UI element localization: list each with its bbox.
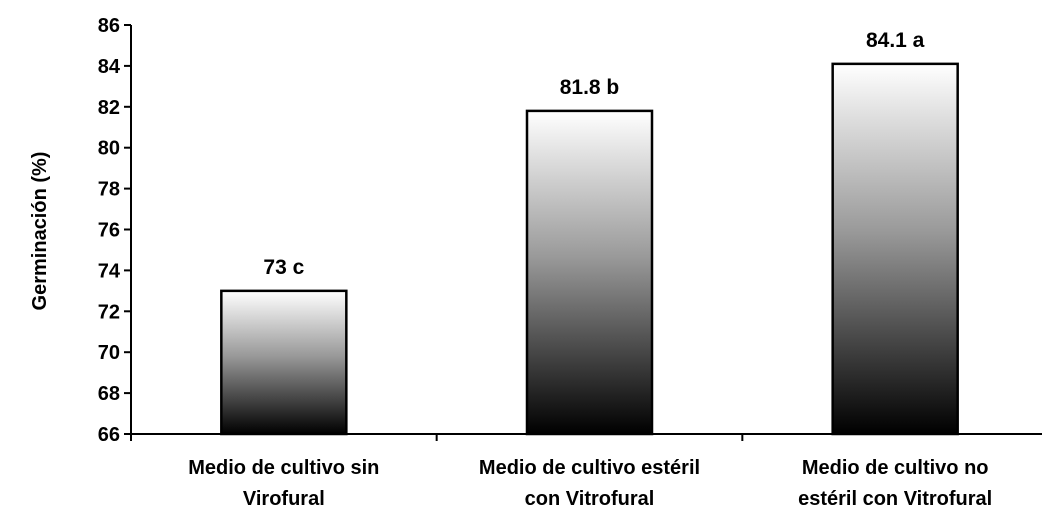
data-label: 84.1 a [866, 29, 925, 52]
y-tick-label: 74 [98, 260, 121, 282]
y-tick-label: 82 [98, 97, 120, 119]
data-label: 73 c [263, 256, 304, 279]
bars [220, 62, 959, 436]
data-label: 81.8 b [560, 76, 620, 99]
category-label: estéril con Vitrofural [798, 488, 992, 510]
y-tick-label: 66 [98, 424, 120, 446]
category-label: Virofural [243, 488, 325, 510]
y-tick-label: 68 [98, 383, 120, 405]
bar [220, 289, 348, 436]
y-tick-label: 84 [98, 56, 121, 78]
category-label: con Vitrofural [525, 488, 655, 510]
y-tick-label: 78 [98, 179, 120, 201]
y-tick-label: 80 [98, 138, 120, 160]
bar [831, 62, 959, 436]
labels: 73 c Medio de cultivo sin Virofural 81.8 b M… [188, 29, 992, 510]
bar [525, 109, 654, 436]
y-tick-label: 76 [98, 220, 120, 242]
y-tick-label: 72 [98, 301, 120, 323]
category-label: Medio de cultivo sin [188, 457, 379, 479]
y-axis-title: Germinación (%) [29, 152, 51, 311]
category-label: Medio de cultivo estéril [479, 457, 700, 479]
y-tick-label: 70 [98, 342, 120, 364]
y-tick-label: 86 [98, 15, 120, 37]
category-label: Medio de cultivo no [802, 457, 989, 479]
